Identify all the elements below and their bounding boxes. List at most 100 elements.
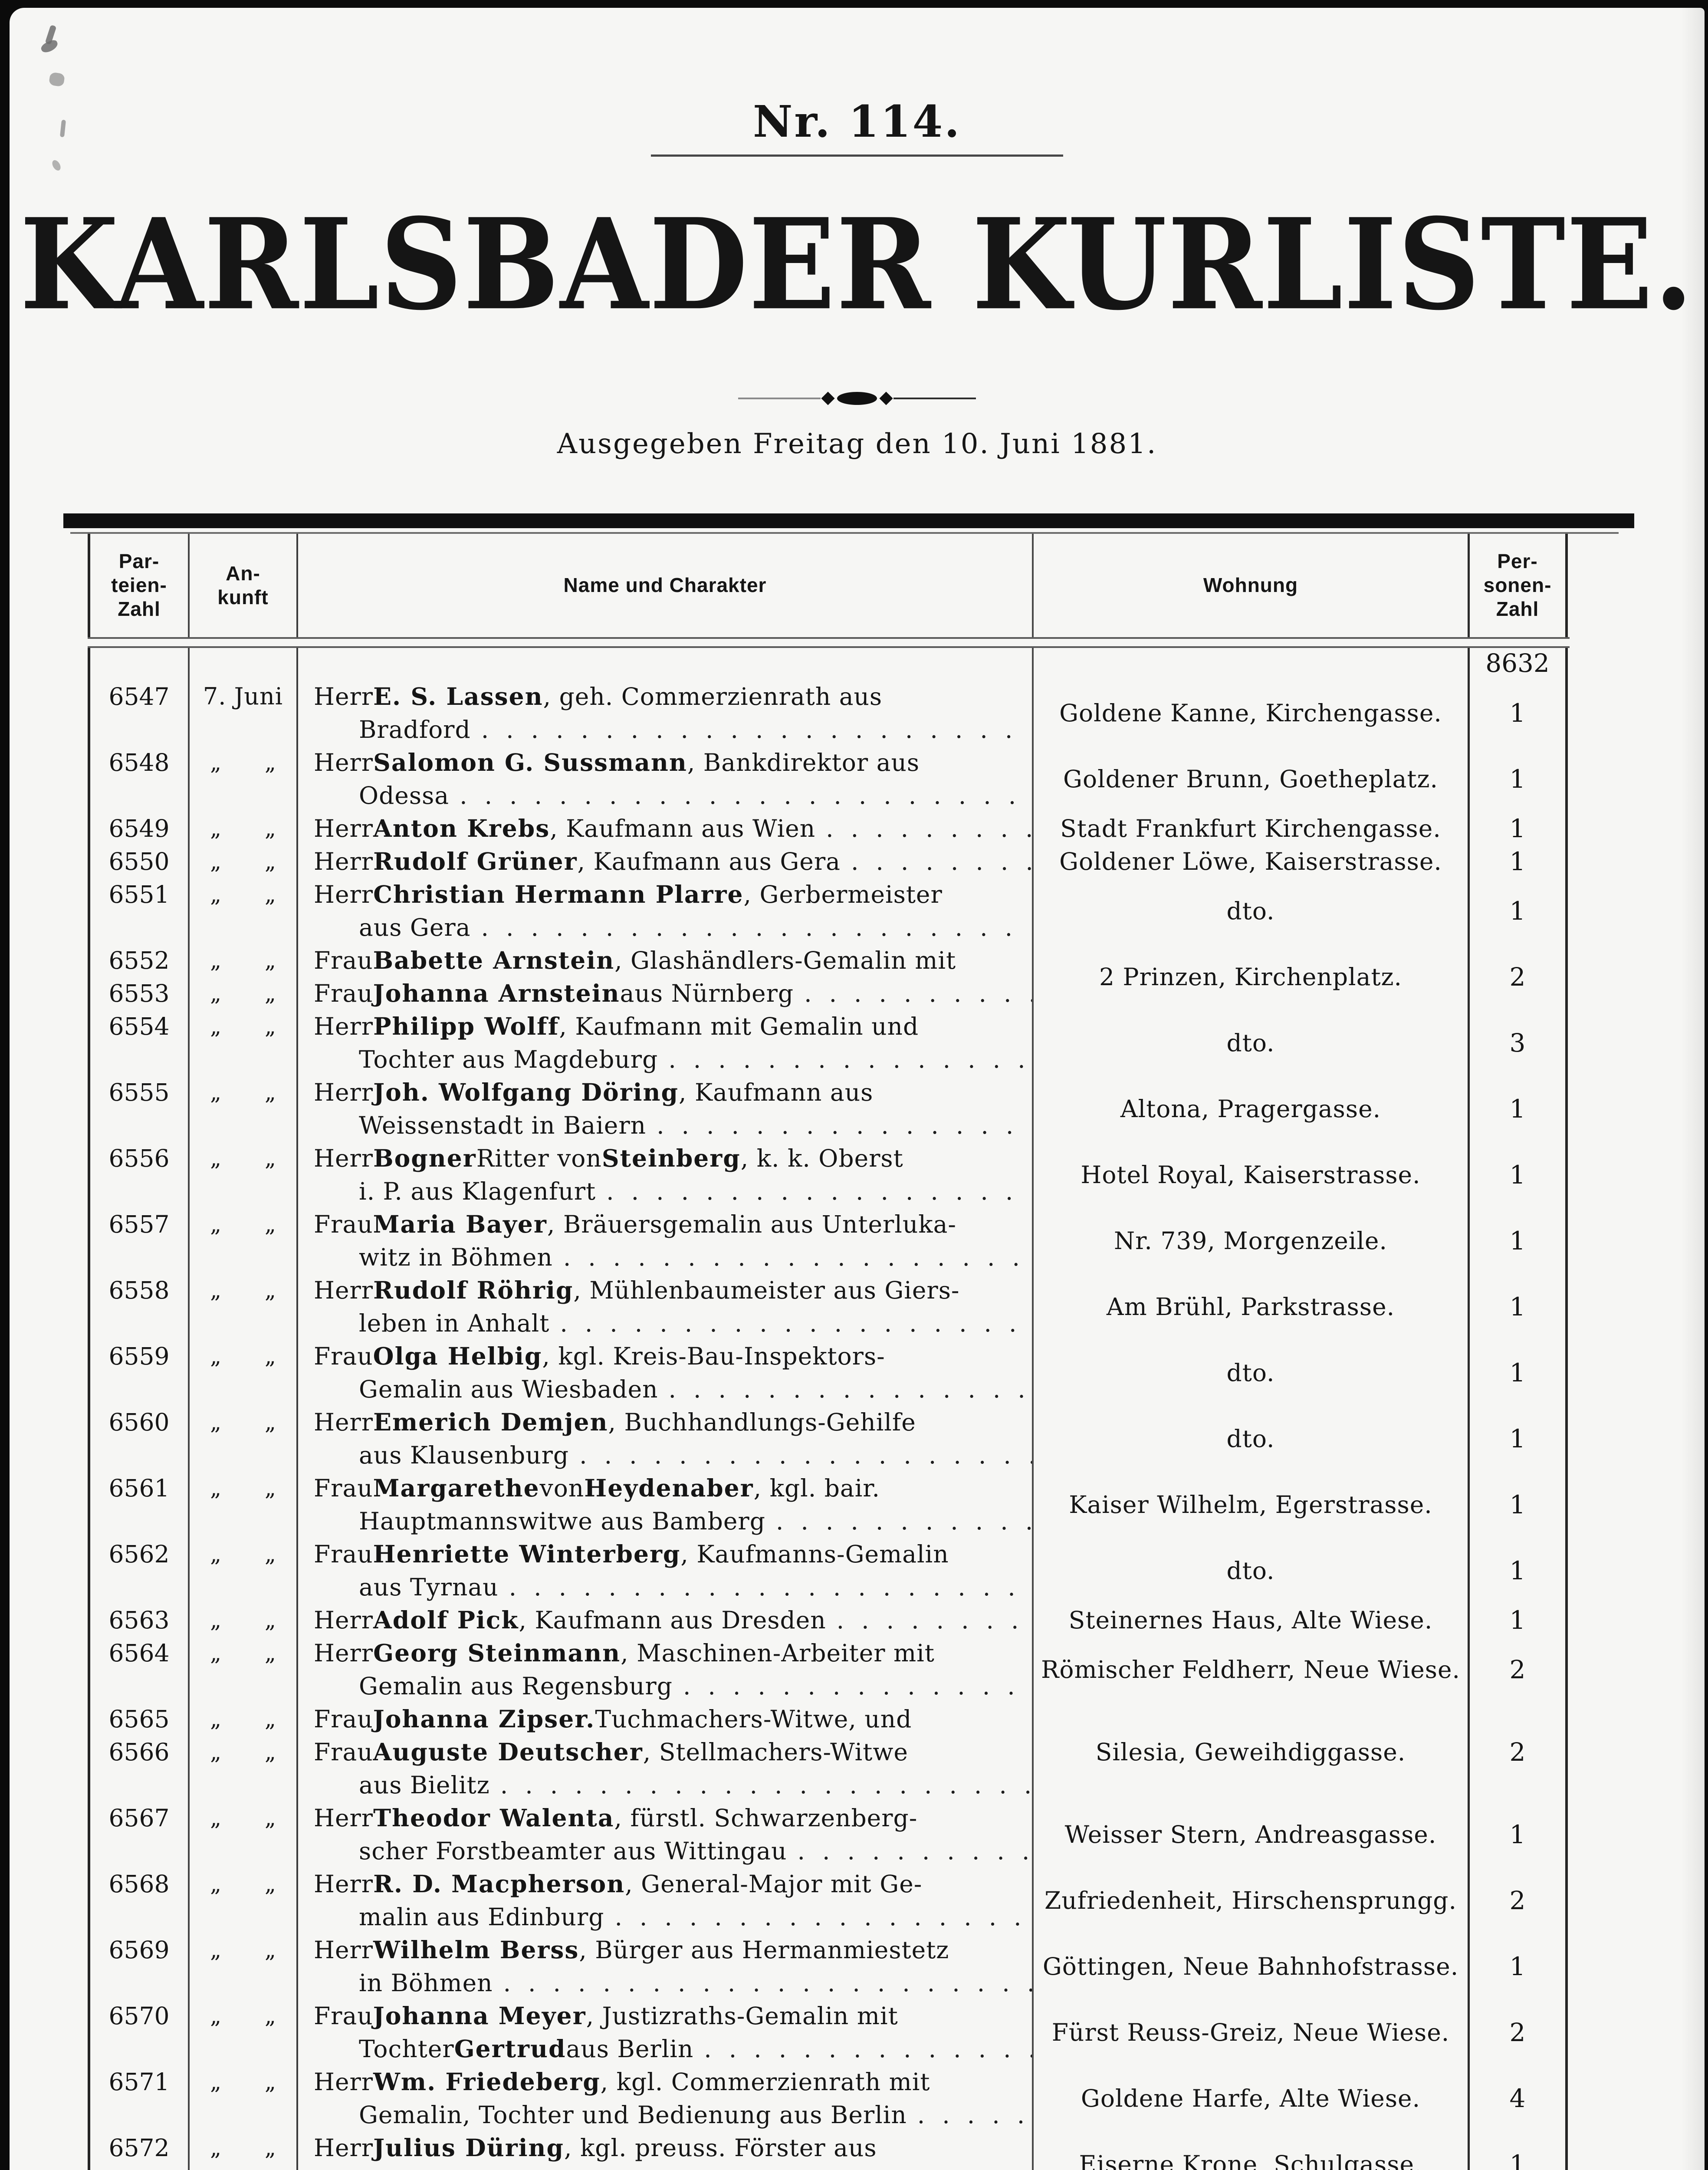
name-line: in Böhmen...............................… xyxy=(298,1966,1032,1999)
parteien-cell: 6571 xyxy=(88,2065,190,2131)
wohnung-text: Zufriedenheit, Hirschensprungg. xyxy=(1045,1886,1457,1914)
table-row-group: 6551 „ „ Herr Christian Hermann Plarre, Ge… xyxy=(88,878,1570,944)
wohnung-text: Eiserne Krone, Schulgasse. xyxy=(1079,2150,1422,2170)
name-line: Frau Maria Bayer, Bräuersgemalin aus Unt… xyxy=(314,1210,956,1238)
personen-cell: 1 xyxy=(1470,1207,1568,1274)
dot-leader: ........................................… xyxy=(479,2164,1032,2170)
arrival-date: „ „ xyxy=(210,1343,276,1369)
name-line: i. P. aus Klagenfurt....................… xyxy=(298,1175,1032,1208)
wohnung-text: Altona, Pragergasse. xyxy=(1120,1095,1381,1123)
table-row-group: 6570 „ „ Frau Johanna Meyer, Justizraths-G… xyxy=(88,1999,1570,2065)
arrival-date: „ „ xyxy=(210,1079,276,1105)
ankunft-cell: „ „ xyxy=(190,1537,298,1604)
personen-cell: 1 xyxy=(1470,1273,1568,1340)
table-row-group: 6554 „ „ Herr Philipp Wolff, Kaufmann mit … xyxy=(88,1009,1570,1076)
party-number: 6548 xyxy=(108,748,170,776)
party-number: 6554 xyxy=(108,1012,170,1040)
table-row-group: 6557 „ „ Frau Maria Bayer, Bräuersgemalin … xyxy=(88,1207,1570,1274)
dot-leader: ........................................… xyxy=(797,1837,1032,1865)
table-row-group: 6565 6566 „ „ „ „ Frau Johanna Zipser. Tuchm… xyxy=(88,1702,1570,1802)
name-line: aus Tyrnau..............................… xyxy=(298,1571,1032,1604)
wohnung-text: Nr. 739, Morgenzeile. xyxy=(1114,1226,1387,1255)
name-cell: Frau Babette Arnstein, Glashändlers-Gema… xyxy=(298,944,1034,1010)
ankunft-cell: „ „ xyxy=(190,1405,298,1472)
wohnung-cell: dto. xyxy=(1034,878,1470,944)
dot-leader: ........................................… xyxy=(836,1606,1032,1634)
name-cell: Herr Georg Steinmann, Maschinen-Arbeiter… xyxy=(298,1636,1034,1703)
name-line: Herr Anton Krebs, Kaufmann aus Wien.....… xyxy=(298,812,1032,845)
name-line: Herr R. D. Macpherson, General-Major mit… xyxy=(314,1869,923,1898)
ankunft-cell: „ „ „ „ xyxy=(190,1702,298,1802)
wohnung-cell: Silesia, Geweihdiggasse. xyxy=(1034,1702,1470,1802)
table-row-group: 6568 „ „ Herr R. D. Macpherson, General-Ma… xyxy=(88,1867,1570,1933)
ankunft-cell: „ „ xyxy=(190,1141,298,1208)
ankunft-cell: „ „ xyxy=(190,812,298,845)
guest-table: Par- teien- Zahl An- kunft Name und Char… xyxy=(63,513,1634,2170)
dot-leader: ........................................… xyxy=(563,1243,1032,1271)
table-row-group: 6548 „ „ Herr Salomon G. Sussmann, Bankdir… xyxy=(88,746,1570,812)
name-line: Herr Philipp Wolff, Kaufmann mit Gemalin… xyxy=(314,1012,919,1040)
party-number: 6555 xyxy=(108,1078,170,1106)
parteien-cell: 6547 xyxy=(88,680,190,746)
parteien-cell: 6558 xyxy=(88,1273,190,1340)
wohnung-cell: Goldene Harfe, Alte Wiese. xyxy=(1034,2065,1470,2131)
party-number: 6553 xyxy=(108,979,170,1007)
name-line: Herr Rudolf Röhrig, Mühlenbaumeister aus… xyxy=(314,1276,960,1304)
ornament-diamond xyxy=(879,391,893,405)
persons-count: 1 xyxy=(1509,813,1526,843)
parteien-cell: 6550 xyxy=(88,845,190,878)
name-cell: Herr Salomon G. Sussmann, Bankdirektor a… xyxy=(298,746,1034,812)
persons-count: 1 xyxy=(1509,1094,1526,1124)
table-row-group: 6572 „ „ Herr Julius Düring, kgl. preuss. … xyxy=(88,2131,1570,2170)
header-wohnung: Wohnung xyxy=(1034,533,1470,637)
wohnung-text: dto. xyxy=(1226,1029,1275,1057)
parteien-cell: 6567 xyxy=(88,1801,190,1868)
party-number: 6550 xyxy=(108,847,170,875)
arrival-date: „ „ xyxy=(210,815,276,841)
scan-edge-shadow xyxy=(1681,8,1705,2170)
table-row-group: 6571 „ „ Herr Wm. Friedeberg, kgl. Commerz… xyxy=(88,2065,1570,2131)
arrival-date: „ „ xyxy=(210,980,276,1006)
persons-count: 2 xyxy=(1509,2017,1526,2047)
name-cell: Frau Johanna Meyer, Justizraths-Gemalin … xyxy=(298,1999,1034,2065)
table-header-row: Par- teien- Zahl An- kunft Name und Char… xyxy=(88,533,1570,637)
wohnung-cell: 2 Prinzen, Kirchenplatz. xyxy=(1034,944,1470,1010)
parteien-cell: 6570 xyxy=(88,1999,190,2065)
party-number: 6559 xyxy=(108,1342,170,1370)
party-number: 6571 xyxy=(108,2068,170,2096)
arrival-date: „ „ xyxy=(210,1607,276,1633)
persons-count: 1 xyxy=(1509,698,1526,728)
parteien-cell: 6568 xyxy=(88,1867,190,1933)
parteien-cell: 6565 6566 xyxy=(88,1702,190,1802)
party-number: 6552 xyxy=(108,946,170,974)
name-line: Herr Theodor Walenta, fürstl. Schwarzenb… xyxy=(314,1803,918,1832)
ankunft-cell: „ „ „ „ xyxy=(190,944,298,1010)
dot-leader: ........................................… xyxy=(657,1111,1032,1139)
personen-cell: 2 xyxy=(1470,1702,1568,1802)
ankunft-cell: „ „ xyxy=(190,1603,298,1637)
personen-cell: 1 xyxy=(1470,1471,1568,1538)
name-cell: Herr Theodor Walenta, fürstl. Schwarzenb… xyxy=(298,1801,1034,1868)
name-line: leben in Anhalt.........................… xyxy=(298,1307,1032,1340)
dot-leader: ........................................… xyxy=(500,1771,1032,1799)
arrival-date: „ „ xyxy=(210,1541,276,1567)
parteien-cell: 6564 xyxy=(88,1636,190,1703)
ornament-line xyxy=(738,397,821,399)
table-row-group: 6564 „ „ Herr Georg Steinmann, Maschinen-A… xyxy=(88,1636,1570,1703)
persons-count: 1 xyxy=(1509,1555,1526,1585)
wohnung-cell: dto. xyxy=(1034,1405,1470,1472)
header-parteien-zahl: Par- teien- Zahl xyxy=(88,533,190,637)
persons-count: 1 xyxy=(1509,1951,1526,1981)
wohnung-cell: Steinernes Haus, Alte Wiese. xyxy=(1034,1603,1470,1637)
wohnung-text: Goldene Kanne, Kirchengasse. xyxy=(1059,699,1442,727)
dot-leader: ........................................… xyxy=(481,913,1032,941)
arrival-date: „ „ xyxy=(210,2069,276,2094)
name-cell: Herr Wilhelm Berss, Bürger aus Hermanmie… xyxy=(298,1933,1034,1999)
wohnung-text: Kaiser Wilhelm, Egerstrasse. xyxy=(1069,1490,1432,1519)
wohnung-cell: Zufriedenheit, Hirschensprungg. xyxy=(1034,1867,1470,1933)
carryover-total: 8632 xyxy=(1470,648,1568,680)
wohnung-text: Römischer Feldherr, Neue Wiese. xyxy=(1041,1655,1461,1683)
name-line: Herr Georg Steinmann, Maschinen-Arbeiter… xyxy=(314,1638,935,1667)
ankunft-cell: „ „ xyxy=(190,1075,298,1142)
personen-cell: 2 xyxy=(1470,1867,1568,1933)
